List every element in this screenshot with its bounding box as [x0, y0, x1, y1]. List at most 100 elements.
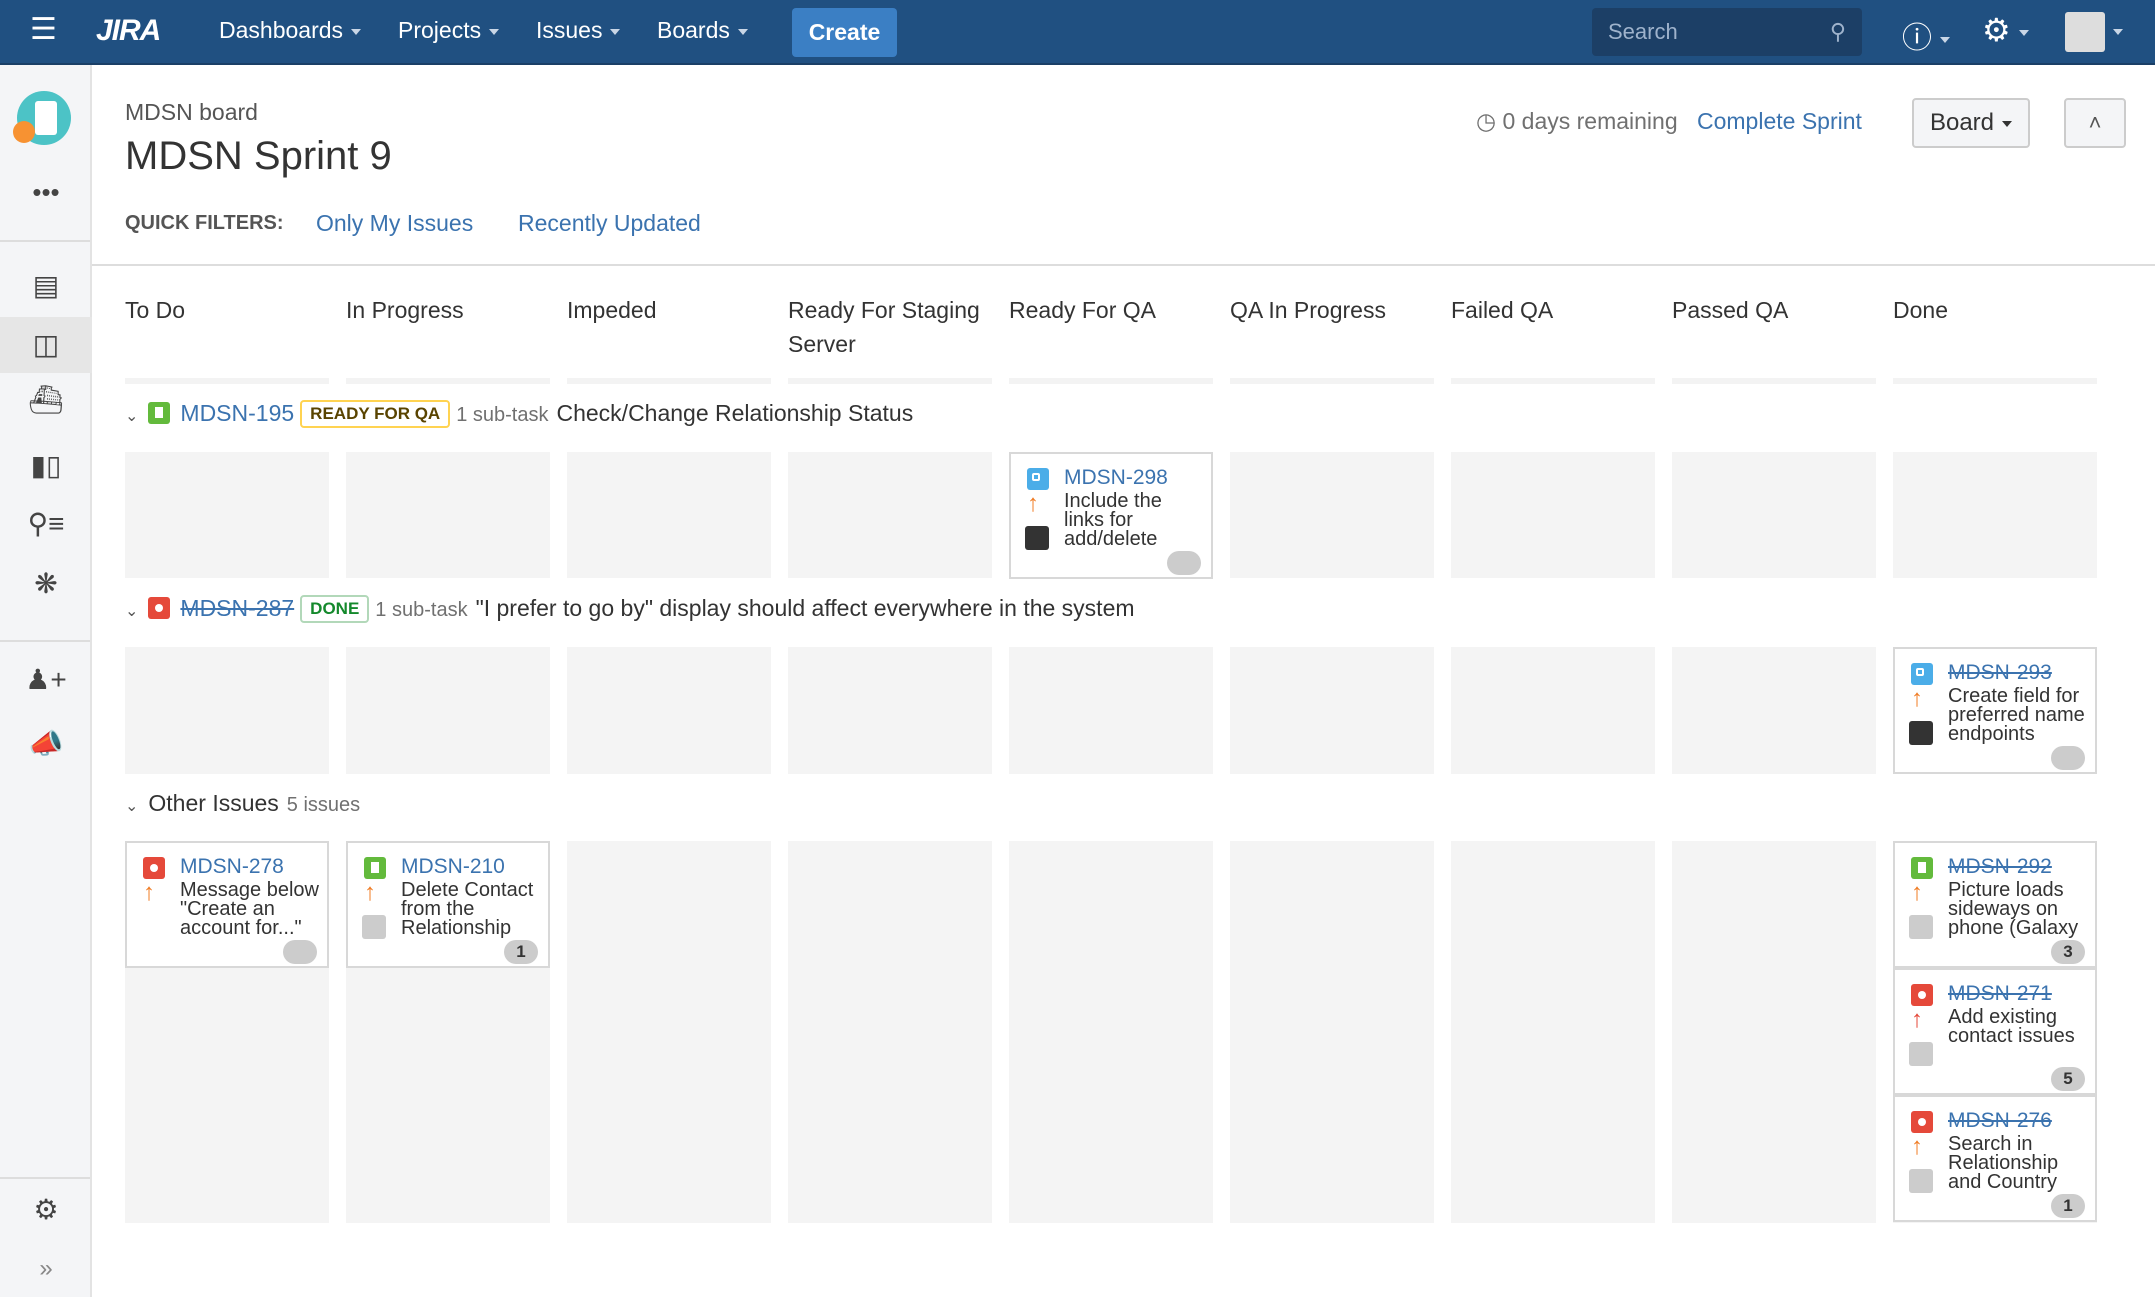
priority-critical-arrow-icon: ↑ — [1911, 1006, 1923, 1033]
expand-sidebar-icon[interactable]: » — [39, 1255, 53, 1282]
hamburger-menu-icon[interactable]: ☰ — [30, 13, 57, 46]
board-view-button[interactable]: Board — [1912, 98, 2030, 148]
issue-key[interactable]: MDSN-293 — [1948, 661, 2052, 684]
add-people-icon[interactable]: ♟+ — [25, 664, 67, 695]
quick-filters-label: QUICK FILTERS: — [125, 212, 284, 234]
swimlane-summary: "I prefer to go by" display should affec… — [475, 595, 1135, 621]
column-header-qa-in-progress: QA In Progress — [1230, 297, 1386, 323]
project-avatar[interactable] — [13, 91, 71, 145]
top-navigation: ☰ JIRA Dashboards Projects Issues Boards… — [0, 0, 2155, 65]
nav-boards[interactable]: Boards — [657, 17, 748, 44]
announce-megaphone-icon[interactable]: 📣 — [28, 728, 64, 759]
add-ons-puzzle-icon[interactable]: ❋ — [34, 568, 58, 599]
column-header-in-progress: In Progress — [346, 297, 464, 323]
priority-major-arrow-icon: ↑ — [143, 879, 155, 906]
assignee-avatar — [1909, 721, 1933, 745]
issue-key[interactable]: MDSN-292 — [1948, 855, 2052, 878]
nav-label: Boards — [657, 17, 730, 43]
bug-type-icon — [148, 597, 171, 619]
issue-key[interactable]: MDSN-278 — [180, 855, 284, 878]
chevron-down-icon[interactable]: ⌄ — [125, 798, 139, 815]
column-header-passed-qa: Passed QA — [1672, 297, 1789, 323]
chevron-down-icon[interactable]: ⌄ — [125, 408, 139, 425]
assignee-avatar-default — [1909, 915, 1933, 939]
issue-card[interactable]: MDSN-293 ↑ Create field for preferred name… — [1893, 647, 2097, 774]
column-strip — [1893, 378, 2097, 384]
column-cell — [567, 647, 771, 774]
column-cell — [788, 841, 992, 1223]
user-avatar[interactable] — [2065, 12, 2123, 52]
issue-card[interactable]: MDSN-276 ↑ Search in Relationship and Coun… — [1893, 1095, 2097, 1222]
swimlane-header[interactable]: ⌄ MDSN-195 READY FOR QA 1 sub-task Check/Cha… — [125, 400, 913, 428]
reports-icon[interactable]: ▮▯ — [30, 450, 62, 481]
search-input[interactable]: Search ⚲ — [1592, 8, 1862, 56]
issue-summary: Include the links for add/delete — [1064, 492, 1162, 549]
column-cell — [125, 647, 329, 774]
assignee-avatar-default — [362, 915, 386, 939]
issue-key[interactable]: MDSN-210 — [401, 855, 505, 878]
quick-filter-recently-updated[interactable]: Recently Updated — [518, 210, 701, 236]
subtask-count-badge — [2051, 746, 2085, 770]
swimlane-issue-key[interactable]: MDSN-195 — [180, 400, 295, 426]
column-strip — [1672, 378, 1876, 384]
assignee-avatar-default — [1909, 1169, 1933, 1193]
swimlane-header[interactable]: ⌄ Other Issues 5 issues — [125, 790, 360, 817]
column-strip — [346, 378, 550, 384]
chevron-down-icon — [737, 28, 748, 35]
help-icon[interactable]: ⓘ — [1902, 13, 1950, 57]
releases-icon[interactable]: ⛴ — [28, 384, 64, 415]
issue-summary: Message below "Create an account for..." — [180, 881, 319, 938]
bookmark-shape — [155, 407, 164, 418]
column-header-failed-qa: Failed QA — [1451, 297, 1554, 323]
issues-search-icon[interactable]: ⚲≡ — [27, 508, 65, 539]
subtask-shape — [1032, 473, 1040, 481]
issue-summary: Create field for preferred name endpoint… — [1948, 687, 2085, 744]
subtask-count-badge: 3 — [2051, 940, 2085, 964]
issue-key[interactable]: MDSN-298 — [1064, 466, 1168, 489]
more-icon[interactable]: ••• — [32, 177, 60, 207]
issue-card[interactable]: MDSN-278 ↑ Message below "Create an accoun… — [125, 841, 329, 968]
create-button[interactable]: Create — [792, 8, 897, 57]
issue-key[interactable]: MDSN-276 — [1948, 1109, 2052, 1132]
subtask-count-badge: 1 — [504, 940, 538, 964]
clock-icon: ◷ — [1476, 108, 1497, 134]
subtask-count-badge — [283, 940, 317, 964]
issue-card[interactable]: MDSN-271 ↑ Add existing contact issues 5 — [1893, 968, 2097, 1095]
quick-filter-only-my-issues[interactable]: Only My Issues — [316, 210, 474, 236]
subtask-count: 1 sub-task — [375, 599, 468, 621]
bug-dot — [150, 864, 158, 872]
nav-label: Projects — [398, 17, 482, 43]
column-cell — [1009, 841, 1213, 1223]
bug-type-icon — [1911, 984, 1933, 1006]
nav-projects[interactable]: Projects — [398, 17, 500, 44]
assignee-avatar-default — [1909, 1042, 1933, 1066]
column-header-ready-for-qa: Ready For QA — [1009, 297, 1156, 323]
backlog-icon[interactable]: ▤ — [32, 270, 60, 301]
subtask-count: 1 sub-task — [456, 404, 549, 426]
collapse-header-button[interactable]: ˄ — [2064, 98, 2126, 148]
issue-card[interactable]: MDSN-292 ↑ Picture loads sideways on phone… — [1893, 841, 2097, 968]
issue-card[interactable]: MDSN-298 ↑ Include the links for add/delet… — [1009, 452, 1213, 579]
column-cell — [788, 452, 992, 578]
issue-card[interactable]: MDSN-210 ↑ Delete Contact from the Relatio… — [346, 841, 550, 968]
column-header-ready-for-staging-server: Ready For Staging Server — [788, 297, 980, 357]
swimlane-header[interactable]: ⌄ MDSN-287 DONE 1 sub-task "I prefer to go b… — [125, 595, 1135, 623]
active-sprint-icon[interactable]: ◫ — [0, 317, 92, 373]
divider — [92, 264, 2155, 266]
bookmark-shape — [371, 862, 379, 873]
nav-dashboards[interactable]: Dashboards — [219, 17, 362, 44]
settings-gear-icon[interactable]: ⚙ — [33, 1194, 59, 1225]
gear-icon[interactable]: ⚙ — [1982, 11, 2029, 49]
status-lozenge: READY FOR QA — [300, 400, 451, 428]
column-cell — [1009, 647, 1213, 774]
nav-issues[interactable]: Issues — [536, 17, 621, 44]
board-name: MDSN board — [125, 99, 258, 125]
issue-key[interactable]: MDSN-271 — [1948, 982, 2052, 1005]
chevron-down-icon[interactable]: ⌄ — [125, 603, 139, 620]
column-header-done: Done — [1893, 297, 1948, 323]
jira-logo[interactable]: JIRA — [96, 14, 161, 47]
bug-type-icon — [1911, 1111, 1933, 1133]
status-lozenge: DONE — [300, 595, 370, 623]
swimlane-issue-key[interactable]: MDSN-287 — [180, 595, 295, 621]
complete-sprint-link[interactable]: Complete Sprint — [1697, 108, 1862, 134]
